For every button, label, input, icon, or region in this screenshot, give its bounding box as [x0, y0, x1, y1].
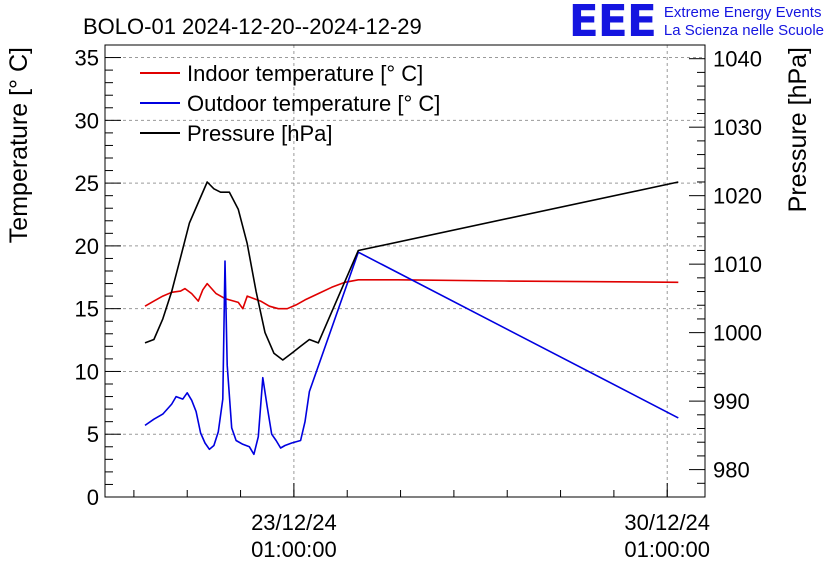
y2-tick-label: 1040 [713, 47, 762, 72]
y2-tick-label: 1010 [713, 252, 762, 277]
x-tick-time: 01:00:00 [624, 537, 710, 562]
y2-axis-label: Pressure [hPa] [784, 47, 812, 212]
legend-label: Indoor temperature [° C] [187, 61, 423, 86]
x-tick-date: 30/12/24 [624, 510, 710, 535]
y-tick-label: 15 [75, 297, 99, 322]
brand-line-1: Extreme Energy Events [663, 4, 822, 21]
y-tick-label: 20 [75, 234, 99, 259]
legend-label: Pressure [hPa] [187, 121, 333, 146]
eee-brand: EEE Extreme Energy Events La Scienza nel… [568, 0, 824, 47]
chart-title: BOLO-01 2024-12-20--2024-12-29 [83, 14, 422, 39]
y-tick-label: 0 [87, 485, 99, 510]
y-tick-label: 5 [87, 422, 99, 447]
y-axis-label: Temperature [° C] [5, 47, 33, 243]
y2-tick-label: 1030 [713, 115, 762, 140]
y-tick-label: 30 [75, 108, 99, 133]
eee-brand-text: Extreme Energy Events La Scienza nelle S… [664, 2, 824, 40]
y2-tick-label: 990 [713, 389, 750, 414]
y-tick-label: 10 [75, 359, 99, 384]
x-tick-time: 01:00:00 [251, 537, 337, 562]
y-tick-label: 25 [75, 171, 99, 196]
grid-lines [105, 45, 705, 497]
series-line-outdoor [144, 251, 679, 456]
y-axis-left: 0 5 10 15 20 25 30 35 [75, 44, 121, 510]
y-tick-label: 35 [75, 46, 99, 71]
eee-logo: EEE [568, 0, 657, 47]
legend: Indoor temperature [° C] Outdoor temperat… [140, 61, 440, 146]
y2-tick-label: 980 [713, 458, 750, 483]
y2-tick-label: 1000 [713, 321, 762, 346]
y-axis-right: 980 990 1000 1010 1020 1030 1040 [689, 44, 762, 498]
series-lines [144, 181, 679, 456]
x-tick-date: 23/12/24 [251, 510, 337, 535]
legend-label: Outdoor temperature [° C] [187, 91, 440, 116]
series-line-pressure [144, 181, 679, 361]
y2-tick-label: 1020 [713, 184, 762, 209]
brand-line-2: La Scienza nelle Scuole [663, 22, 824, 39]
series-line-indoor [144, 278, 679, 310]
